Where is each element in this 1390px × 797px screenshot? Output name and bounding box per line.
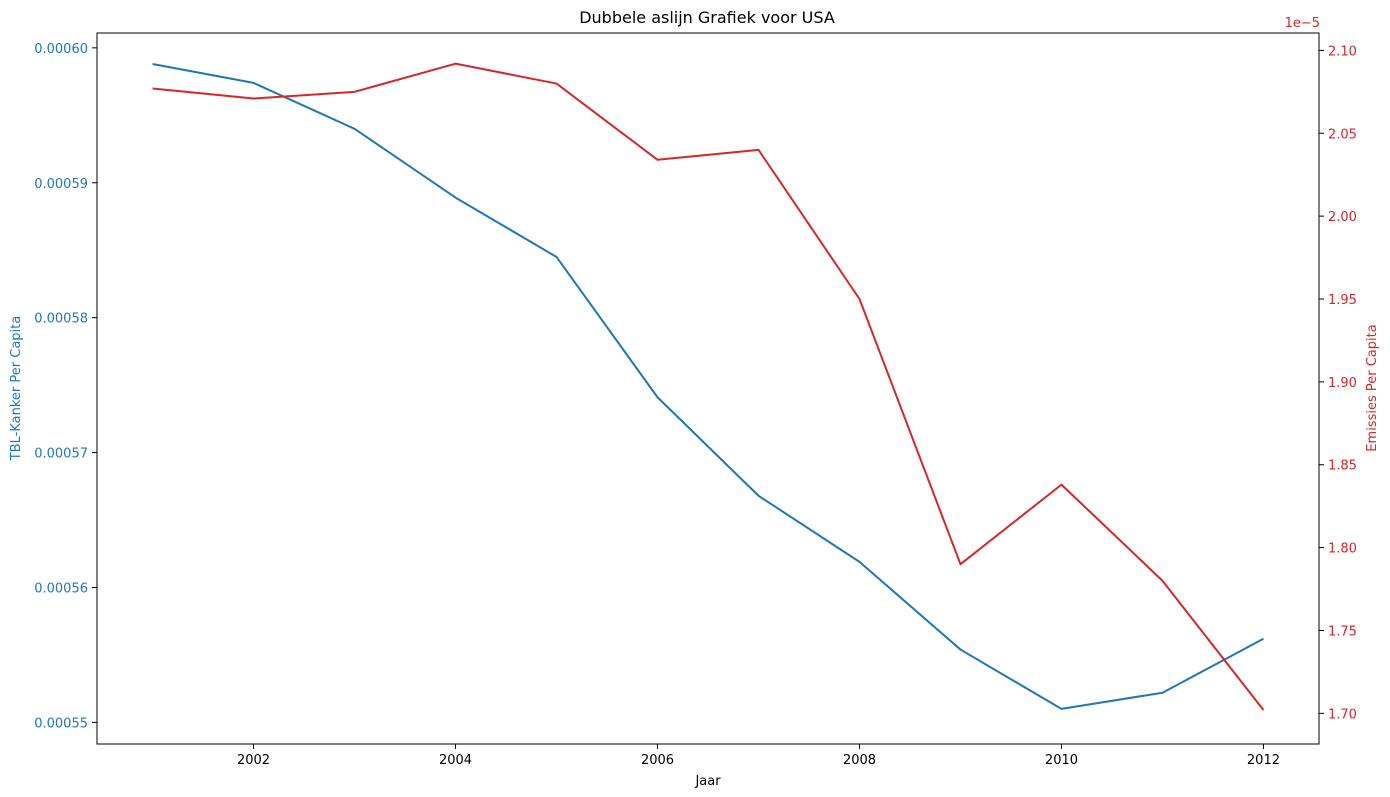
right-y-tick-label: 1.75 — [1328, 624, 1357, 639]
left-y-tick-label: 0.00059 — [34, 177, 88, 192]
x-tick-label: 2008 — [843, 753, 876, 768]
left-y-tick-label: 0.00057 — [34, 447, 88, 462]
right-axis-offset-text: 1e−5 — [1285, 16, 1320, 31]
x-tick-label: 2004 — [439, 753, 472, 768]
left-y-tick-label: 0.00056 — [34, 581, 88, 596]
left-y-tick-label: 0.00055 — [34, 716, 88, 731]
right-axis-label: Emissies Per Capita — [1365, 324, 1380, 451]
plot-area — [152, 62, 1265, 711]
left-y-tick-label: 0.00060 — [34, 42, 88, 57]
right-y-tick-label: 2.10 — [1328, 44, 1357, 59]
right-y-tick-label: 1.85 — [1328, 459, 1357, 474]
right-y-tick-label: 2.00 — [1328, 210, 1357, 225]
right-y-tick-label: 1.80 — [1328, 542, 1357, 557]
left-axis-label: TBL-Kanker Per Capita — [9, 316, 24, 461]
plot-frame — [96, 32, 1320, 745]
right-y-tick-label: 1.90 — [1328, 376, 1357, 391]
right-y-tick-label: 1.70 — [1328, 707, 1357, 722]
chart-title: Dubbele aslijn Grafiek voor USA — [579, 8, 835, 27]
x-tick-label: 2010 — [1045, 753, 1078, 768]
tbl-kanker-series-line — [152, 63, 1264, 710]
x-tick-label: 2006 — [641, 753, 674, 768]
left-y-tick-label: 0.00058 — [34, 312, 88, 327]
x-tick-label: 2002 — [237, 753, 270, 768]
x-axis-label: Jaar — [694, 774, 721, 789]
emissies-series-line — [152, 62, 1265, 711]
right-y-tick-label: 2.05 — [1328, 127, 1357, 142]
x-tick-label: 2012 — [1247, 753, 1280, 768]
right-y-tick-label: 1.95 — [1328, 293, 1357, 308]
